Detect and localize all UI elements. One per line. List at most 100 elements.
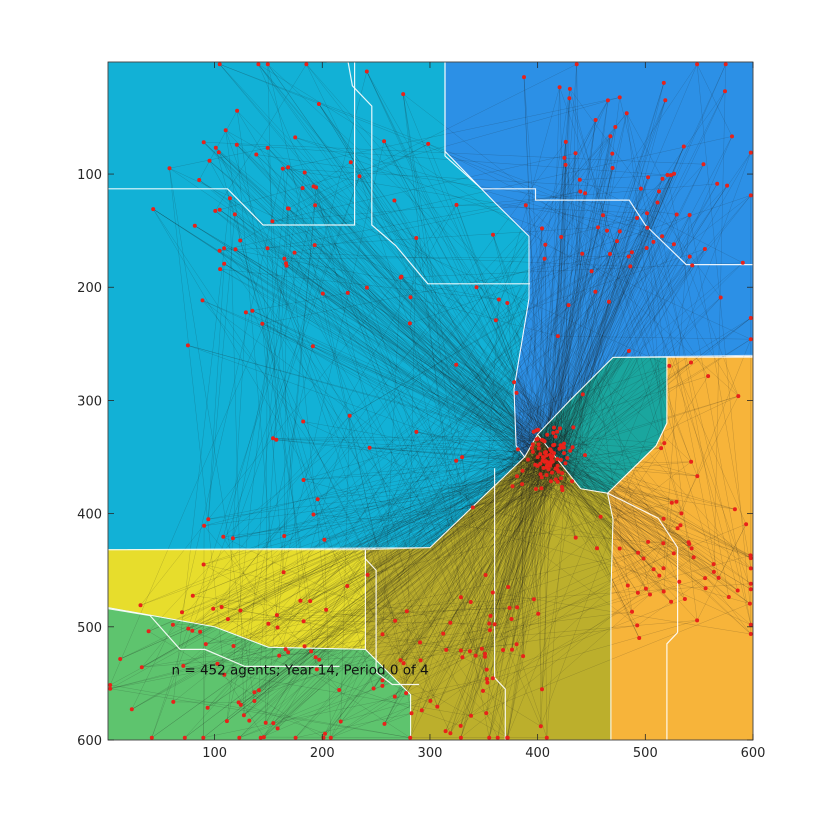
movement-trail — [536, 451, 651, 595]
agent-point — [553, 434, 558, 439]
movement-trail — [557, 481, 706, 579]
agent-point — [716, 575, 721, 580]
movement-trail — [219, 209, 543, 446]
movement-trail — [300, 481, 552, 601]
agent-point — [535, 463, 540, 468]
agent-point — [419, 708, 424, 713]
movement-trail — [517, 449, 566, 456]
movement-trail — [226, 346, 314, 722]
agent-point — [624, 111, 629, 116]
agent-point — [555, 463, 560, 468]
movement-trail — [110, 437, 562, 689]
movement-trail — [543, 472, 751, 569]
movement-trail — [277, 466, 551, 729]
movement-trail — [258, 64, 581, 449]
agent-point — [605, 228, 609, 233]
agent-point — [552, 425, 556, 430]
agent-point — [723, 62, 728, 67]
movement-trail — [339, 449, 549, 691]
agent-point — [167, 166, 172, 171]
movement-trail — [207, 247, 647, 708]
movement-trail — [472, 456, 544, 508]
movement-trail — [284, 256, 629, 259]
movement-trail — [551, 214, 690, 454]
movement-trail — [539, 445, 560, 450]
agent-point — [635, 623, 640, 628]
movement-trail — [542, 473, 751, 559]
movement-trail — [382, 476, 545, 635]
movement-trail — [181, 460, 564, 613]
movement-trail — [533, 456, 547, 476]
agent-point — [613, 125, 618, 129]
movement-trail — [472, 431, 534, 508]
movement-trail — [324, 459, 574, 540]
movement-trail — [110, 688, 411, 738]
agent-point — [556, 469, 561, 474]
movement-trail — [236, 144, 540, 476]
agent-point — [610, 166, 615, 170]
agent-point — [530, 449, 535, 454]
movement-trail — [227, 312, 247, 620]
movement-trail — [338, 119, 596, 691]
movement-trail — [553, 427, 651, 595]
movement-trail — [546, 305, 569, 472]
agent-point — [574, 62, 579, 67]
movement-trail — [543, 467, 548, 738]
movement-trail — [540, 455, 549, 475]
agent-point — [224, 719, 229, 724]
movement-trail — [224, 263, 719, 579]
movement-trail — [254, 657, 316, 702]
agent-point — [689, 459, 694, 464]
movement-trail — [295, 137, 543, 229]
movement-trail — [225, 130, 558, 475]
movement-trail — [637, 571, 715, 626]
agent-point — [690, 263, 695, 268]
movement-trail — [322, 293, 565, 454]
agent-point — [149, 735, 154, 740]
movement-trail — [151, 450, 552, 738]
movement-trail — [494, 451, 552, 625]
movement-trail — [315, 187, 534, 445]
movement-trail — [325, 434, 544, 610]
agent-point — [225, 617, 230, 622]
agent-point — [730, 134, 734, 139]
movement-trail — [403, 455, 540, 664]
movement-trail — [576, 461, 738, 591]
movement-trail — [513, 381, 571, 453]
agent-point — [662, 441, 667, 446]
agent-point — [661, 589, 666, 594]
movement-trail — [110, 601, 471, 689]
movement-trail — [516, 392, 555, 463]
movement-trail — [569, 88, 721, 298]
movement-trail — [318, 103, 561, 446]
agent-point — [643, 586, 648, 591]
movement-trail — [188, 195, 751, 629]
movement-trail — [224, 263, 545, 455]
agent-point — [301, 419, 306, 424]
movement-trail — [203, 472, 533, 738]
movement-trail — [540, 228, 543, 455]
movement-trail — [205, 445, 563, 645]
agent-point — [314, 185, 319, 190]
agent-point — [702, 247, 707, 251]
movement-trail — [484, 496, 556, 654]
movement-trail — [219, 268, 542, 465]
movement-trail — [428, 143, 618, 242]
agent-point — [748, 193, 753, 198]
movement-trail — [272, 221, 639, 553]
movement-trail — [537, 185, 728, 482]
agent-point — [583, 191, 588, 196]
movement-trail — [218, 152, 549, 461]
movement-trail — [421, 457, 541, 711]
agent-point — [207, 158, 212, 163]
agent-point — [541, 438, 546, 443]
movement-trail — [315, 187, 569, 459]
movement-trail — [205, 445, 559, 645]
movement-trail — [416, 431, 549, 461]
movement-trail — [541, 146, 685, 478]
movement-trail — [383, 141, 560, 470]
movement-trail — [213, 445, 556, 609]
movement-trail — [303, 464, 530, 481]
movement-trail — [526, 100, 666, 429]
agent-point — [265, 246, 270, 251]
